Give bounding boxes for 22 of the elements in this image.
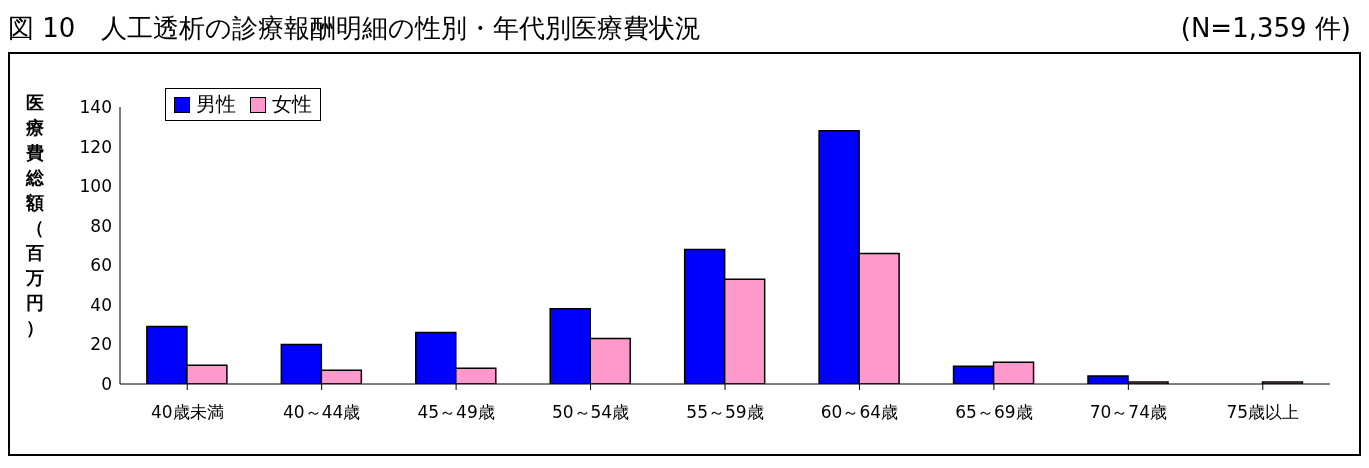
x-tick-label: 60～64歳: [820, 402, 899, 423]
y-tick-label: 20: [90, 334, 112, 355]
text: 医療費総額（百万円）: [26, 92, 44, 338]
x-tick-label: 70～74歳: [1089, 402, 1167, 423]
x-tick-label: 40～44歳: [283, 402, 361, 423]
x-tick-label: 65～69歳: [955, 402, 1033, 423]
x-tick-label: 55～59歳: [686, 402, 764, 423]
y-tick-label: 40: [90, 294, 112, 315]
x-tick-label: 50～54歳: [551, 402, 630, 423]
chart-title: 図 10 人工透析の診療報酬明細の性別・年代別医療費状況: [8, 11, 702, 45]
text: (N=1,359 件): [1180, 11, 1351, 45]
x-tick-label: 75歳以上: [1226, 402, 1300, 423]
y-tick-label: 100: [79, 176, 112, 197]
y-tick-label: 120: [79, 136, 112, 157]
y-tick-label: 80: [90, 215, 112, 236]
y-tick-label: 60: [90, 255, 112, 276]
y-tick-label: 140: [79, 97, 112, 118]
legend-label: 女性: [272, 91, 312, 118]
y-tick-label: 0: [101, 374, 112, 395]
x-tick-label: 40歳未満: [150, 402, 224, 423]
x-tick-label: 45～49歳: [417, 402, 495, 423]
legend-label: 男性: [196, 91, 236, 118]
